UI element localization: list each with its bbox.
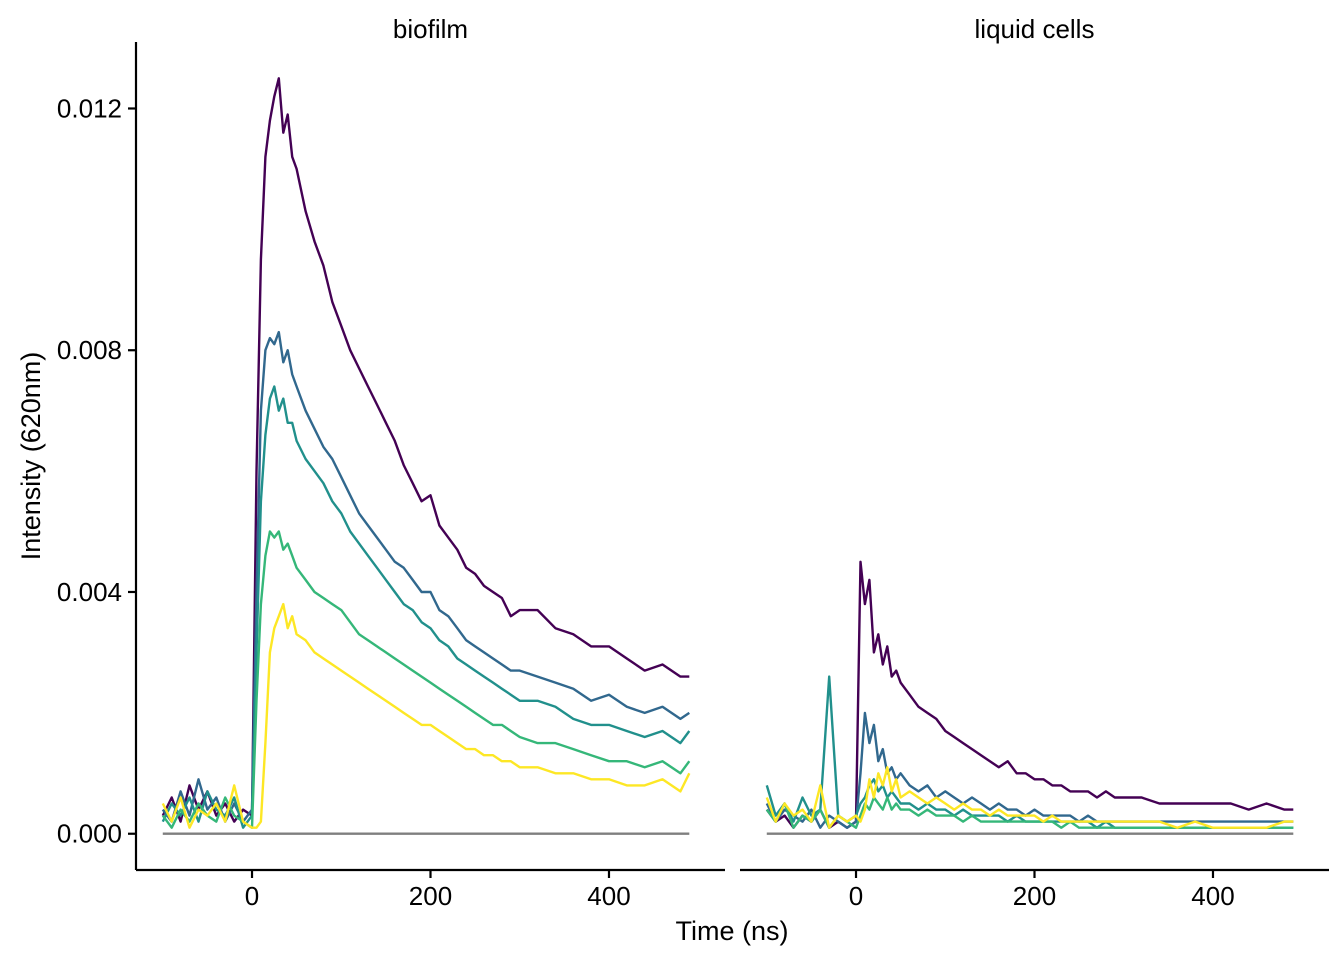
x-axis-title: Time (ns)	[676, 916, 789, 946]
x-tick-label: 0	[245, 881, 259, 911]
series-line-2	[765, 711, 1294, 829]
panel-strip-label: biofilm	[393, 14, 468, 44]
series-line-1	[161, 77, 690, 823]
series-line-2	[161, 330, 690, 823]
series-line-5	[765, 766, 1294, 829]
series-line-3	[765, 675, 1294, 829]
x-tick-label: 200	[409, 881, 452, 911]
y-axis-title: Intensity (620nm)	[16, 352, 46, 561]
series-line-4	[765, 796, 1294, 829]
y-tick-label: 0.008	[57, 335, 122, 365]
series-line-4	[161, 530, 691, 829]
panel-liquid-cells: liquid cells 0 200 400	[740, 14, 1329, 911]
y-tick-label: 0.000	[57, 819, 122, 849]
panel-strip-label: liquid cells	[975, 14, 1095, 44]
x-tick-label: 400	[587, 881, 630, 911]
x-tick-label: 400	[1191, 881, 1234, 911]
y-tick-label: 0.012	[57, 93, 122, 123]
series-line-5	[161, 602, 691, 829]
panel-biofilm: biofilm 0 200 400 0.000 0.004 0.008 0.012	[57, 14, 725, 911]
series-line-1	[765, 560, 1294, 829]
x-tick-label: 0	[849, 881, 863, 911]
series-line-3	[161, 385, 691, 829]
y-tick-label: 0.004	[57, 577, 122, 607]
x-tick-label: 200	[1013, 881, 1056, 911]
